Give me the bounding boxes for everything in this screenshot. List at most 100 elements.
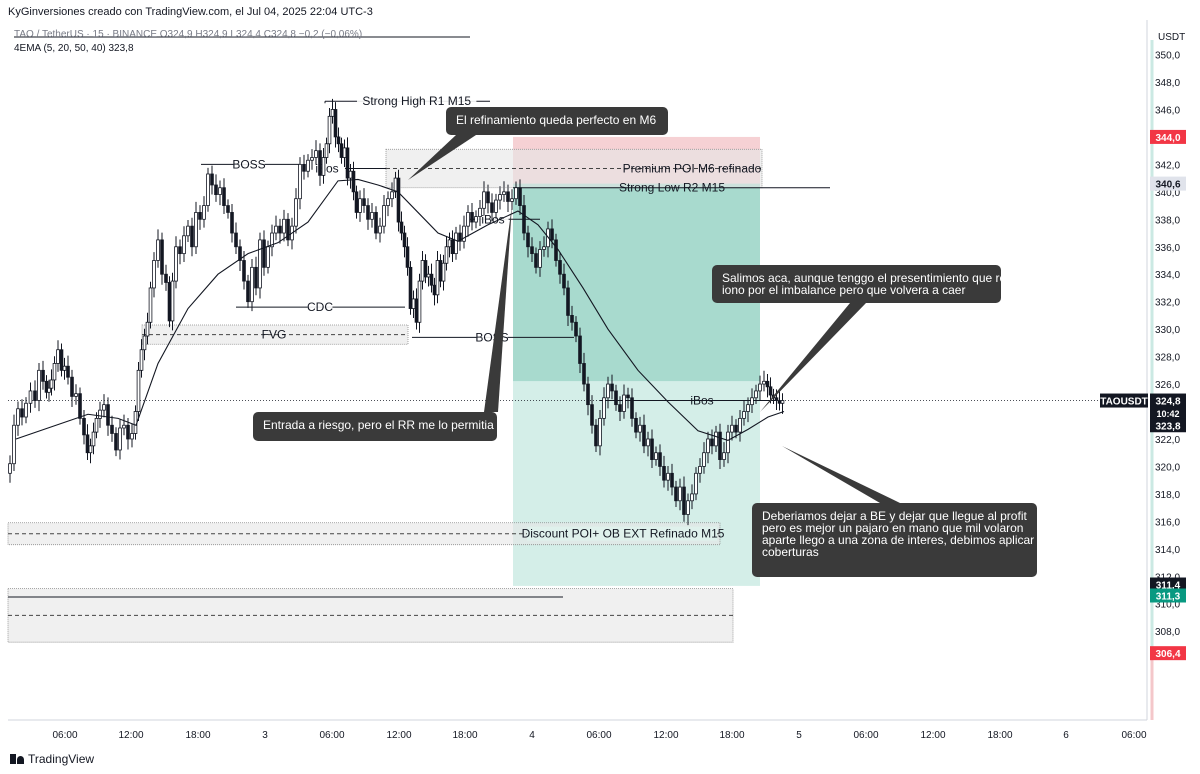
candle-body <box>718 431 722 460</box>
candle-body <box>70 376 74 397</box>
tradingview-branding[interactable]: TradingView <box>10 752 94 766</box>
x-tick-label: 18:00 <box>719 730 744 741</box>
zone-box <box>385 148 763 189</box>
x-tick-label: 5 <box>796 730 802 741</box>
candle-body <box>526 232 530 248</box>
candle-body <box>28 390 33 404</box>
y-tick-label: 346,0 <box>1155 105 1180 116</box>
x-tick-label: 18:00 <box>185 730 210 741</box>
candle-body <box>780 400 785 404</box>
candle-body <box>78 393 82 419</box>
y-tick-label: 328,0 <box>1155 353 1180 364</box>
candle-body <box>198 212 202 220</box>
candle-body <box>142 335 147 351</box>
candle-body <box>230 212 234 234</box>
structure-level-label-bg <box>357 94 477 109</box>
y-tick-label: 330,0 <box>1155 325 1180 336</box>
candle-body <box>606 383 610 399</box>
candle-body <box>630 397 634 419</box>
candle-body <box>214 184 218 195</box>
indicator-legend[interactable]: 4EMA (5, 20, 50, 40) 323,8 <box>14 43 134 54</box>
x-tick-label: 12:00 <box>920 730 945 741</box>
structure-level-label: BOSS <box>232 157 265 171</box>
candle-body <box>254 266 258 289</box>
candle-body <box>298 163 302 200</box>
price-tag <box>1150 588 1186 603</box>
candle-body <box>24 402 28 418</box>
candle-body <box>478 207 482 217</box>
candle-body <box>160 239 164 275</box>
candle-body <box>52 363 57 381</box>
premium-poi-label: Premium POI M6 refinado <box>623 161 762 175</box>
candle-body <box>402 232 407 248</box>
candle-body <box>152 260 156 289</box>
candle-body <box>202 205 206 220</box>
x-tick-label: 18:00 <box>452 730 477 741</box>
candle-body <box>122 424 126 429</box>
candle-body <box>351 170 356 193</box>
candle-body <box>342 147 347 158</box>
structure-level-label-bg <box>233 157 265 172</box>
candles <box>8 98 785 526</box>
candle-body <box>777 400 782 404</box>
candle-body <box>730 424 734 433</box>
structure-level-label: Strong Low R2 M15 <box>619 181 725 195</box>
y-tick-label: 318,0 <box>1155 490 1180 501</box>
candle-body <box>447 239 452 248</box>
candle-body <box>374 212 378 234</box>
price-tag-label: 306,4 <box>1155 649 1180 660</box>
candle-body <box>190 225 194 248</box>
candle-body <box>358 198 362 213</box>
candle-body <box>774 397 779 401</box>
candle-body <box>582 363 586 385</box>
candle-body <box>618 404 622 412</box>
candle-body <box>114 433 118 451</box>
callout-entry-pointer <box>484 205 512 412</box>
x-tick-label: 6 <box>1063 730 1069 741</box>
price-tag-label: 340,6 <box>1155 180 1180 191</box>
candle-body <box>366 205 370 220</box>
symbol-ohlc-line[interactable]: TAO / TetherUS · 15 · BINANCE O324,9 H32… <box>14 29 363 40</box>
candle-body <box>399 221 404 234</box>
callout-entry-text: Entrada a riesgo, pero el RR me lo permi… <box>263 418 494 432</box>
candle-body <box>66 365 70 378</box>
candle-body <box>666 472 670 481</box>
candle-body <box>336 136 341 145</box>
structure-level-label-bg <box>477 212 509 227</box>
candle-body <box>262 239 266 268</box>
discount-poi-label: Discount POI+ OB EXT Refinado M15 <box>522 527 725 541</box>
candle-body <box>130 433 134 440</box>
candle-body <box>106 404 110 426</box>
candle-body <box>470 212 474 223</box>
candle-body <box>562 273 566 289</box>
candle-body <box>538 249 542 268</box>
candle-body <box>654 452 658 460</box>
candle-body <box>41 369 45 382</box>
price-tag <box>1150 418 1186 433</box>
price-tag-label: 311,4 <box>1156 581 1181 592</box>
candle-body <box>530 246 534 255</box>
callout-be-text: coberturas <box>762 545 819 559</box>
candle-body <box>610 383 614 392</box>
candle-body <box>282 218 286 234</box>
candle-body <box>170 280 175 322</box>
callout-entry-box <box>253 412 497 441</box>
callout-exit: Salimos aca, aunque tenggo el presentimi… <box>712 265 1019 412</box>
candle-body <box>417 280 422 323</box>
x-tick-label: 06:00 <box>853 730 878 741</box>
candle-body <box>435 260 440 296</box>
candle-body <box>98 409 102 419</box>
candle-body <box>37 369 41 401</box>
structure-level-label: BOSS <box>475 330 508 344</box>
candle-body <box>694 472 698 495</box>
candle-body <box>594 424 598 447</box>
candle-body <box>174 246 178 282</box>
callout-exit-text: Salimos aca, aunque tenggo el presentimi… <box>722 271 1019 285</box>
price-tag <box>1150 646 1186 661</box>
candle-body <box>234 232 238 248</box>
y-tick-label: 350,0 <box>1155 51 1180 62</box>
y-tick-label: 316,0 <box>1155 517 1180 528</box>
candle-body <box>362 198 366 206</box>
y-tick-label: 310,0 <box>1155 600 1180 611</box>
